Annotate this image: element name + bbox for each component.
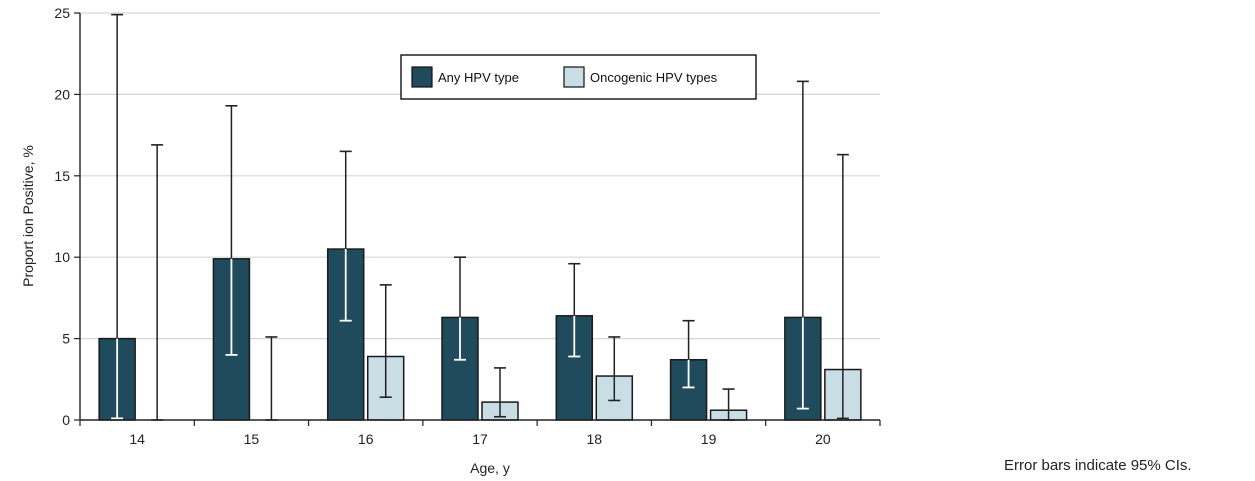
error-bar-any-hpv-19 xyxy=(682,319,695,389)
error-bar-note: Error bars indicate 95% CIs. xyxy=(1004,457,1192,474)
error-bar-oncogenic-hpv-17 xyxy=(494,367,506,418)
error-bar-oncogenic-hpv-20 xyxy=(836,153,849,420)
y-tick-label-15: 15 xyxy=(54,168,70,184)
error-bar-any-hpv-14 xyxy=(111,13,124,420)
error-bar-any-hpv-15 xyxy=(225,104,238,356)
x-tick-label-18: 18 xyxy=(586,431,602,447)
y-tick-label-0: 0 xyxy=(62,412,70,428)
bars xyxy=(98,248,862,421)
x-tick-label-19: 19 xyxy=(701,431,717,447)
x-tick-labels: 14 15 16 17 18 19 20 xyxy=(129,431,831,447)
y-tick-label-10: 10 xyxy=(54,249,70,265)
error-bar-oncogenic-hpv-14 xyxy=(151,144,164,421)
x-tick-label-15: 15 xyxy=(244,431,260,447)
error-bar-any-hpv-16 xyxy=(339,150,352,322)
legend-label-oncogenic-hpv: Oncogenic HPV types xyxy=(590,70,718,85)
x-axis-title: Age, y xyxy=(470,460,510,476)
y-tick-label-5: 5 xyxy=(62,331,70,347)
legend: Any HPV type Oncogenic HPV types xyxy=(400,54,757,100)
x-tick-label-14: 14 xyxy=(129,431,145,447)
x-tick-label-17: 17 xyxy=(472,431,488,447)
x-tick-label-16: 16 xyxy=(358,431,374,447)
legend-swatch-any-hpv xyxy=(411,66,433,88)
y-tick-label-25: 25 xyxy=(54,5,70,21)
y-tick-label-20: 20 xyxy=(54,86,70,102)
error-bar-oncogenic-hpv-15 xyxy=(265,336,278,421)
error-bar-oncogenic-hpv-18 xyxy=(608,336,621,402)
y-tick-labels: 0 5 10 15 20 25 xyxy=(54,5,70,428)
legend-swatch-oncogenic-hpv xyxy=(563,66,585,88)
axes xyxy=(74,12,881,426)
legend-label-any-hpv: Any HPV type xyxy=(438,70,519,85)
error-bar-any-hpv-20 xyxy=(796,80,809,410)
error-bar-any-hpv-18 xyxy=(568,262,581,358)
error-bar-any-hpv-17 xyxy=(454,256,466,361)
y-axis-title: Proport ion Positive, % xyxy=(20,145,36,287)
x-tick-label-20: 20 xyxy=(815,431,831,447)
error-bar-oncogenic-hpv-16 xyxy=(379,284,392,399)
